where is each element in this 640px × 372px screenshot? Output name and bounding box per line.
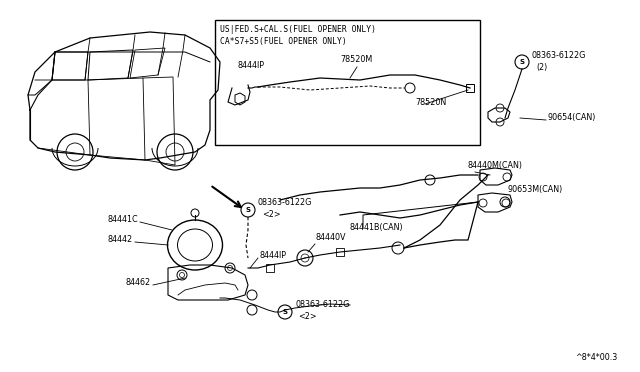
Text: 84440M(CAN): 84440M(CAN) (468, 161, 523, 170)
Text: 78520M: 78520M (340, 55, 372, 64)
Text: S: S (520, 59, 525, 65)
Text: 90654(CAN): 90654(CAN) (548, 113, 596, 122)
Text: S: S (282, 309, 287, 315)
Text: <2>: <2> (298, 312, 317, 321)
Text: US|FED.S+CAL.S(FUEL OPENER ONLY): US|FED.S+CAL.S(FUEL OPENER ONLY) (220, 25, 376, 34)
Text: 08363-6122G: 08363-6122G (532, 51, 586, 60)
Text: CA*S7+S5(FUEL OPENER ONLY): CA*S7+S5(FUEL OPENER ONLY) (220, 37, 347, 46)
Text: 90653M(CAN): 90653M(CAN) (508, 185, 563, 194)
Text: 08363-6122G: 08363-6122G (258, 198, 312, 207)
Text: (2): (2) (536, 63, 547, 72)
Text: 84462: 84462 (125, 278, 150, 287)
Text: 78520N: 78520N (415, 98, 446, 107)
Text: S: S (246, 207, 250, 213)
Text: 84441B(CAN): 84441B(CAN) (350, 223, 404, 232)
Text: 84440V: 84440V (315, 233, 346, 242)
Bar (466, 84, 474, 92)
Bar (336, 248, 344, 256)
Text: 08363-6122G: 08363-6122G (295, 300, 349, 309)
Text: ^8*4*00.3: ^8*4*00.3 (575, 353, 617, 362)
Text: <2>: <2> (262, 210, 280, 219)
Text: 84441C: 84441C (108, 215, 139, 224)
Text: 8444IP: 8444IP (238, 61, 265, 70)
Bar (266, 264, 274, 272)
Text: 8444IP: 8444IP (260, 251, 287, 260)
Text: 84442: 84442 (108, 235, 133, 244)
Bar (215, 20, 480, 145)
